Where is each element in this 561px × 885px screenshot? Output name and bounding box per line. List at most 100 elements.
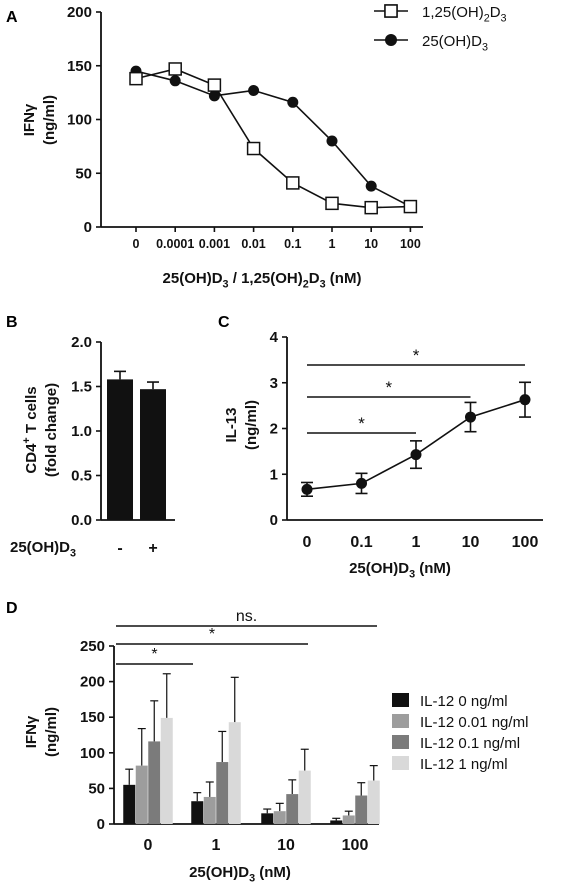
panel-a-legend-square-marker-top xyxy=(384,4,398,18)
panel-a-y-tick-label: 0 xyxy=(84,219,92,236)
panel-a-legend-label-2: 25(OH)D3 xyxy=(422,33,488,54)
panel-d-y-tick-label: 200 xyxy=(80,674,105,691)
panel-d-bar xyxy=(330,820,343,824)
panel-c-x-tick-label: 0.1 xyxy=(350,534,372,551)
panel-d-bar xyxy=(160,717,173,824)
panel-a-x-tick-label: 1 xyxy=(329,237,336,251)
panel-a-y-tick-label: 50 xyxy=(75,165,92,182)
panel-a-legend-label-1: 1,25(OH)2D3 xyxy=(422,4,507,25)
label-part: 25(OH)D xyxy=(189,864,249,881)
panel-c-y-axis-label: IL-13 xyxy=(223,407,240,442)
panel-d-bar xyxy=(203,796,216,824)
panel-letter-c: C xyxy=(218,314,230,331)
label-part: 3 xyxy=(70,548,76,560)
panel-a-y-tick-label: 150 xyxy=(67,58,92,75)
panel-d-bar xyxy=(191,801,204,824)
panel-a-circle-point xyxy=(365,180,377,192)
panel-d-y-tick-label: 150 xyxy=(80,709,105,726)
label-part: 25(OH)D xyxy=(349,560,409,577)
panel-d-y-tick-label: 50 xyxy=(88,780,105,797)
panel-a-y-axis-label: IFNγ xyxy=(21,103,38,136)
panel-d-bar xyxy=(135,765,148,824)
panel-a-y-tick-label: 200 xyxy=(67,4,92,21)
panel-d-y-axis-label: (ng/ml) xyxy=(43,707,60,757)
panel-a-y-axis-label: (ng/ml) xyxy=(41,95,58,145)
panel-letter-d: D xyxy=(6,600,18,617)
label-part: 3 xyxy=(320,279,326,291)
label-part: 25(OH)D xyxy=(422,33,482,50)
label-part: (fold change) xyxy=(43,383,60,477)
panel-d-chart: 0 50 100 150 200 250 0 1 10 100 IFNγ (ng/ml) 25(OH)D… xyxy=(23,608,528,885)
label-part: 3 xyxy=(223,279,229,291)
panel-b-y-axis-label-2: (fold change) xyxy=(43,383,60,477)
label-part: 3 xyxy=(501,13,507,25)
panel-c-point xyxy=(356,477,367,489)
panel-letter-a: A xyxy=(6,9,18,26)
panel-a-x-tick-label: 0.1 xyxy=(284,237,301,251)
panel-letter-b: B xyxy=(6,314,18,331)
panel-b-bar xyxy=(107,379,133,520)
panel-d-y-axis-label: IFNγ xyxy=(23,715,40,748)
panel-a-x-tick-label: 0 xyxy=(133,237,140,251)
panel-d-legend-swatch xyxy=(392,735,409,749)
panel-d-legend-swatch xyxy=(392,714,409,728)
panel-a-circle-point xyxy=(248,84,260,96)
panel-d-y-tick-label: 100 xyxy=(80,745,105,762)
label-part: 3 xyxy=(249,873,255,885)
panel-d-legend-label: IL-12 0.1 ng/ml xyxy=(420,735,520,752)
panel-c-point xyxy=(465,411,476,423)
panel-a-square-point xyxy=(286,176,300,190)
panel-a-square-point xyxy=(168,62,182,76)
panel-d-x-axis-label: 25(OH)D3 (nM) xyxy=(189,864,291,885)
label-part: 2 xyxy=(484,13,490,25)
panel-b-y-tick-label: 2.0 xyxy=(71,334,92,351)
panel-a-x-tick-label: 10 xyxy=(364,237,378,251)
panel-d-bar xyxy=(367,780,380,824)
panel-b-bar xyxy=(140,389,166,520)
panel-b-y-tick-label: 0.0 xyxy=(71,512,92,529)
panel-c-y-tick-label: 2 xyxy=(270,421,278,438)
panel-c-y-tick-label: 1 xyxy=(270,466,278,483)
label-part: 2 xyxy=(303,279,309,291)
panel-c-x-tick-label: 10 xyxy=(462,534,480,551)
panel-a-y-tick-label: 100 xyxy=(67,112,92,129)
label-part: + xyxy=(21,437,33,443)
panel-d-bar xyxy=(286,794,299,824)
panel-b-y-tick-label: 1.0 xyxy=(71,423,92,440)
panel-c-y-tick-label: 0 xyxy=(270,512,278,529)
panel-c-y-axis-label: (ng/ml) xyxy=(243,400,260,450)
panel-c-x-axis-label: 25(OH)D3 (nM) xyxy=(349,560,451,581)
panel-a-square-point xyxy=(403,199,418,214)
panel-c-y-tick-label: 4 xyxy=(270,329,279,346)
panel-d-x-tick-label: 1 xyxy=(212,837,221,854)
panel-c-significance-label: * xyxy=(413,346,420,365)
label-part: / 1,25(OH) xyxy=(229,270,303,287)
panel-c-x-tick-label: 0 xyxy=(303,534,312,551)
label-part: T cells xyxy=(23,386,40,437)
panel-d-bar xyxy=(355,795,368,824)
panel-d-bar xyxy=(273,811,286,824)
label-part: (nM) xyxy=(415,560,451,577)
panel-a-square-point xyxy=(325,196,339,211)
panel-a-x-tick-label: 0.01 xyxy=(241,237,265,251)
panel-b-y-tick-label: 0.5 xyxy=(71,468,92,485)
panel-a-square-point xyxy=(129,71,143,86)
panel-d-significance-label: ns. xyxy=(236,608,257,625)
panel-a-circle-point xyxy=(169,75,181,87)
label-part: 3 xyxy=(482,42,488,54)
panel-d-bar xyxy=(148,741,161,824)
panel-d-bar xyxy=(228,722,241,824)
panel-c-x-tick-label: 1 xyxy=(412,534,421,551)
panel-b-x-tick-label: + xyxy=(148,540,157,557)
panel-a-x-axis-label: 25(OH)D3 / 1,25(OH)2D3 (nM) xyxy=(163,270,362,291)
panel-c-y-tick-label: 3 xyxy=(270,375,278,392)
panel-d-bar xyxy=(261,813,274,824)
panel-b-y-axis-label-1: CD4+ T cells xyxy=(21,386,40,473)
panel-d-bar xyxy=(123,784,136,824)
label-part: D xyxy=(309,270,320,287)
panel-b-x-tick-label: - xyxy=(117,540,122,557)
panel-d-x-tick-label: 10 xyxy=(277,837,295,854)
